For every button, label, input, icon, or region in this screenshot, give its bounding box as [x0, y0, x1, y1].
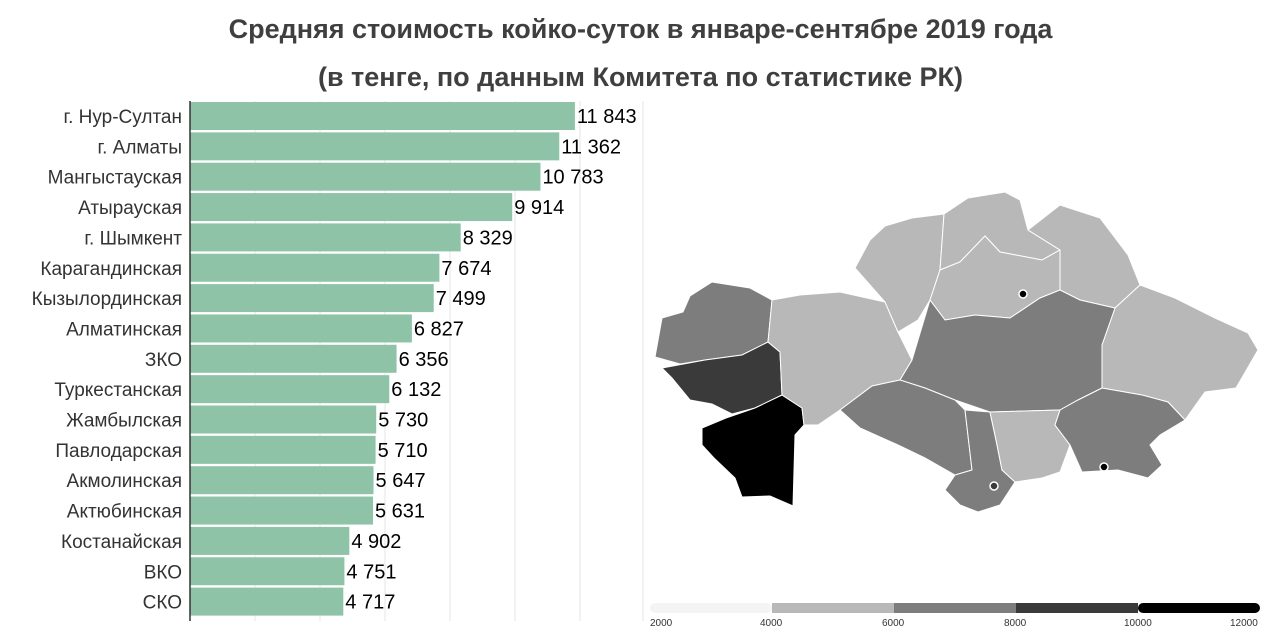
legend-swatch	[650, 603, 772, 613]
value-label: 6 827	[414, 318, 464, 340]
category-label: г. Шымкент	[84, 228, 182, 249]
bar	[190, 526, 350, 555]
value-label: 5 730	[378, 410, 428, 432]
value-label: 4 717	[345, 592, 395, 614]
value-label: 7 499	[436, 288, 486, 310]
category-label: Павлодарская	[55, 441, 182, 462]
legend-tick-10000: 10000	[1124, 618, 1152, 629]
category-label: Костанайская	[61, 532, 182, 553]
category-label: Туркестанская	[54, 380, 182, 401]
bar	[190, 253, 440, 282]
category-label: г. Алматы	[98, 137, 183, 158]
legend-swatch	[894, 603, 1016, 613]
category-label: ЗКО	[145, 350, 182, 371]
bar	[190, 223, 461, 252]
category-label: ВКО	[144, 562, 182, 583]
value-label: 7 674	[441, 258, 491, 280]
value-label: 11 362	[561, 136, 621, 158]
map-region-almaty-region	[1054, 387, 1186, 479]
bar	[190, 405, 377, 434]
legend-tick-2000: 2000	[650, 618, 673, 629]
chart-title-line-1: Средняя стоимость койко-суток в январе-с…	[228, 14, 1053, 44]
category-label: Алматинская	[66, 319, 182, 340]
legend-tick-6000: 6000	[882, 618, 905, 629]
legend-swatch	[772, 603, 894, 613]
category-label: Акмолинская	[67, 471, 182, 492]
legend-tick-4000: 4000	[760, 618, 783, 629]
map-regions	[654, 191, 1259, 513]
value-label: 10 783	[542, 167, 603, 189]
value-label: 6 132	[391, 379, 441, 401]
bar	[190, 193, 513, 222]
legend-swatch	[1016, 603, 1138, 613]
category-label: Мангыстауская	[48, 168, 182, 189]
bar	[190, 162, 541, 191]
value-label: 4 751	[346, 561, 396, 583]
category-label: Карагандинская	[40, 259, 182, 280]
map-city-almaty	[1099, 462, 1109, 472]
bar	[190, 132, 560, 161]
bar	[190, 466, 374, 495]
bar	[190, 344, 397, 373]
category-label: Кызылординская	[32, 289, 182, 310]
bar	[190, 102, 575, 130]
bar	[190, 496, 374, 525]
bar	[190, 557, 345, 586]
bar	[190, 435, 376, 464]
legend-swatches	[650, 603, 1260, 613]
bar	[190, 587, 344, 616]
bar	[190, 314, 412, 343]
bar	[190, 284, 434, 313]
category-label: Атырауская	[78, 198, 182, 219]
legend-tick-12000: 12000	[1230, 618, 1258, 629]
value-label: 6 356	[399, 349, 449, 371]
category-label: Актюбинская	[67, 502, 182, 523]
value-label: 11 843	[577, 106, 637, 128]
legend-tick-8000: 8000	[1004, 618, 1027, 629]
legend-swatch	[1138, 603, 1260, 613]
map-region-mangystau	[701, 394, 805, 507]
map-legend: 2000 4000 6000 8000 10000 12000	[650, 603, 1260, 629]
category-label: Жамбылская	[66, 411, 182, 432]
bar	[190, 375, 390, 404]
bars	[190, 102, 575, 616]
value-label: 5 647	[376, 470, 426, 492]
value-label: 4 902	[351, 531, 401, 553]
value-label: 5 631	[375, 501, 425, 523]
chart-title-line-2: (в тенге, по данным Комитета по статисти…	[317, 62, 964, 92]
category-label: г. Нур-Султан	[63, 107, 182, 128]
category-label: СКО	[143, 593, 182, 614]
map-city-nur-sultan	[1018, 289, 1028, 299]
bar-labels: г. Нур-Султан 11 843 г. Алматы 11 362 Мангыс…	[32, 106, 637, 614]
map-city-shymkent	[989, 481, 999, 491]
value-label: 8 329	[463, 227, 513, 249]
value-label: 9 914	[514, 197, 564, 219]
value-label: 5 710	[378, 440, 428, 462]
